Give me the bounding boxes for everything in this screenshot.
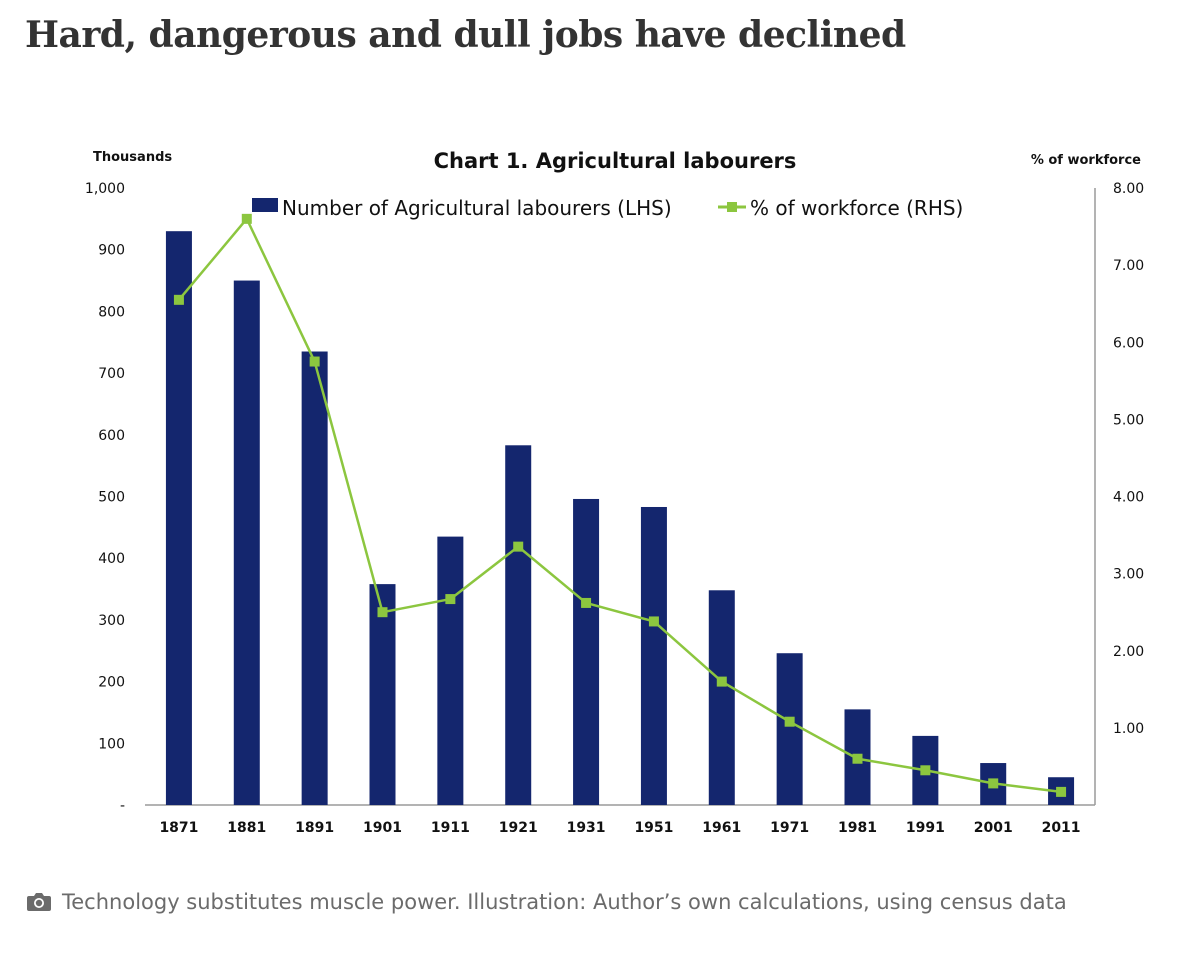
caption-text: Technology substitutes muscle power. Ill… — [62, 890, 1067, 914]
point-1881 — [241, 213, 252, 224]
left-tick-600: 600 — [98, 428, 125, 444]
left-tick-100: 100 — [98, 736, 125, 752]
left-tick-500: 500 — [98, 490, 125, 506]
point-2001 — [988, 778, 999, 789]
x-tick-1891: 1891 — [295, 820, 334, 836]
bar-1901 — [369, 584, 396, 805]
left-tick-900: 900 — [98, 243, 125, 259]
chart: Chart 1. Agricultural labourers Thousand… — [85, 149, 1144, 836]
point-1921 — [513, 541, 524, 552]
bar-1951 — [640, 506, 667, 805]
point-1911 — [445, 594, 456, 605]
left-tick-800: 800 — [98, 304, 125, 320]
right-axis-ticks: 1.00 2.00 3.00 4.00 5.00 6.00 7.00 8.00 — [1113, 181, 1144, 737]
chart-title: Chart 1. Agricultural labourers — [434, 149, 797, 173]
bar-1891 — [301, 351, 328, 805]
legend: Number of Agricultural labourers (LHS) %… — [252, 196, 963, 220]
point-2011 — [1056, 786, 1067, 797]
point-1971 — [784, 716, 795, 727]
legend-line-label: % of workforce (RHS) — [750, 196, 963, 220]
right-tick-5.00: 5.00 — [1113, 412, 1144, 428]
point-1901 — [377, 607, 388, 618]
legend-bar-swatch — [252, 198, 278, 212]
right-tick-3.00: 3.00 — [1113, 567, 1144, 583]
x-tick-1911: 1911 — [431, 820, 470, 836]
headline: Hard, dangerous and dull jobs have decli… — [25, 14, 906, 56]
bar-1881 — [233, 280, 260, 805]
x-tick-1961: 1961 — [702, 820, 741, 836]
point-1891 — [309, 356, 320, 367]
right-tick-4.00: 4.00 — [1113, 490, 1144, 506]
axes — [145, 188, 1096, 806]
x-tick-1901: 1901 — [363, 820, 402, 836]
right-tick-2.00: 2.00 — [1113, 644, 1144, 660]
camera-icon — [27, 893, 51, 911]
left-axis-ticks: - 100 200 300 400 500 600 700 800 900 1,000 — [85, 181, 125, 814]
point-1991 — [920, 765, 931, 776]
bar-1921 — [505, 445, 532, 805]
point-1961 — [716, 676, 727, 687]
bar-1931 — [573, 498, 600, 805]
bar-1971 — [776, 653, 803, 805]
bar-series — [165, 231, 1075, 805]
left-tick-300: 300 — [98, 613, 125, 629]
point-1951 — [648, 616, 659, 627]
right-axis-label: % of workforce — [1031, 153, 1141, 168]
legend-line-marker — [727, 202, 737, 212]
workforce-line — [177, 217, 1062, 794]
point-1981 — [852, 753, 863, 764]
caption: Technology substitutes muscle power. Ill… — [26, 890, 1067, 914]
bar-1961 — [708, 590, 735, 805]
point-1931 — [581, 597, 592, 608]
right-tick-1.00: 1.00 — [1113, 721, 1144, 737]
legend-bar-label: Number of Agricultural labourers (LHS) — [282, 196, 672, 220]
point-1871 — [173, 294, 184, 305]
bar-1871 — [165, 231, 192, 805]
left-tick-400: 400 — [98, 551, 125, 567]
right-tick-7.00: 7.00 — [1113, 258, 1144, 274]
left-tick-700: 700 — [98, 366, 125, 382]
left-tick--: - — [120, 798, 125, 814]
left-tick-200: 200 — [98, 675, 125, 691]
bar-1911 — [437, 536, 464, 805]
right-tick-6.00: 6.00 — [1113, 335, 1144, 351]
left-axis-label: Thousands — [93, 150, 172, 165]
right-tick-8.00: 8.00 — [1113, 181, 1144, 197]
line-series — [173, 213, 1067, 797]
x-axis-ticks: 1871 1881 1891 1901 1911 1921 1931 1951 1961 1971… — [159, 820, 1080, 836]
x-tick-2011: 2011 — [1042, 820, 1081, 836]
x-tick-1971: 1971 — [770, 820, 809, 836]
x-tick-1871: 1871 — [159, 820, 198, 836]
x-tick-1981: 1981 — [838, 820, 877, 836]
x-tick-1991: 1991 — [906, 820, 945, 836]
x-tick-1951: 1951 — [634, 820, 673, 836]
x-tick-1931: 1931 — [567, 820, 606, 836]
left-tick-1,000: 1,000 — [85, 181, 125, 197]
x-tick-1921: 1921 — [499, 820, 538, 836]
x-tick-1881: 1881 — [227, 820, 266, 836]
x-tick-2001: 2001 — [974, 820, 1013, 836]
